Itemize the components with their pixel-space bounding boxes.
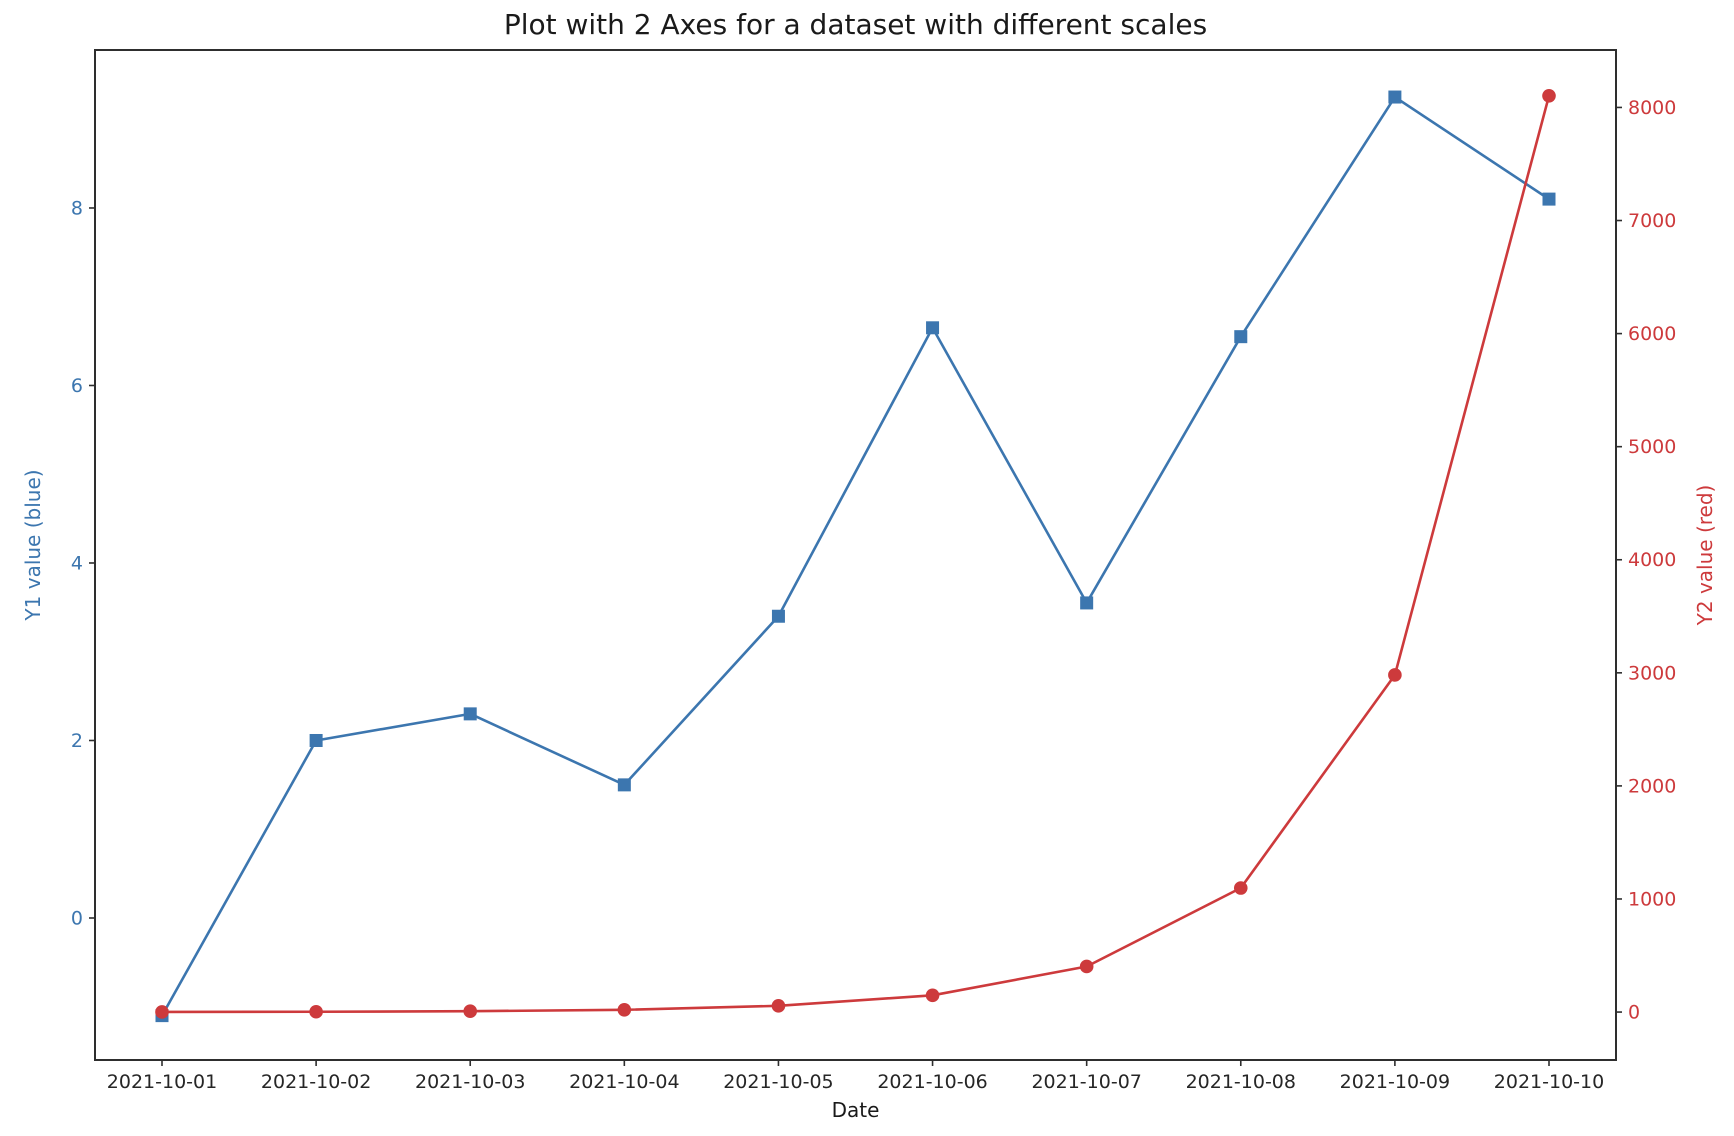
x-tick-label: 2021-10-04 — [569, 1071, 679, 1093]
y2-tick-label: 6000 — [1628, 323, 1676, 345]
y2-tick-label: 0 — [1628, 1002, 1640, 1024]
y1-tick-label: 6 — [71, 375, 83, 397]
y2-series-marker — [463, 1004, 478, 1019]
x-tick-label: 2021-10-01 — [107, 1071, 217, 1093]
y1-series-marker — [1234, 330, 1248, 344]
y1-series-marker — [771, 609, 785, 623]
figure-title: Plot with 2 Axes for a dataset with diff… — [503, 8, 1208, 41]
y2-tick-label: 4000 — [1628, 549, 1676, 571]
x-tick-label: 2021-10-05 — [723, 1071, 833, 1093]
y1-series-marker — [1388, 90, 1402, 104]
y2-series-marker — [771, 999, 786, 1013]
plot-border — [94, 49, 1617, 1061]
y1-series-marker — [617, 778, 631, 792]
y1-series-marker — [309, 733, 323, 747]
y2-series-marker — [925, 988, 940, 1003]
y2-series-marker — [617, 1002, 632, 1017]
x-tick-label: 2021-10-09 — [1340, 1071, 1450, 1093]
x-tick-label: 2021-10-08 — [1186, 1071, 1296, 1093]
y2-tick-label: 3000 — [1628, 662, 1676, 684]
y2-series-marker — [1388, 668, 1402, 682]
y2-series-marker — [1542, 88, 1556, 103]
y2-tick-label: 2000 — [1628, 775, 1676, 797]
y2-series-marker — [309, 1004, 323, 1019]
x-tick-label: 2021-10-03 — [415, 1071, 525, 1093]
y1-series-marker — [926, 321, 940, 335]
y2-series-marker — [1233, 881, 1248, 895]
y2-tick-label: 5000 — [1628, 436, 1676, 458]
y2-axis-label: Y2 value (red) — [1693, 484, 1717, 626]
y2-tick-label: 7000 — [1628, 210, 1676, 232]
x-tick-label: 2021-10-10 — [1494, 1071, 1604, 1093]
y1-tick-label: 8 — [71, 197, 83, 219]
y1-axis-label: Y1 value (blue) — [21, 469, 45, 621]
x-tick-label: 2021-10-07 — [1031, 1071, 1141, 1093]
x-axis-label: Date — [831, 1098, 880, 1122]
x-tick-label: 2021-10-06 — [877, 1071, 987, 1093]
y2-tick-label: 8000 — [1628, 97, 1676, 119]
x-tick-label: 2021-10-02 — [261, 1071, 371, 1093]
y2-tick-label: 1000 — [1628, 888, 1676, 910]
y1-series-marker — [1542, 192, 1556, 206]
y1-tick-label: 0 — [71, 907, 83, 929]
y1-series-line — [160, 95, 1551, 1017]
y2-series-marker — [1079, 959, 1094, 974]
y2-series-line — [160, 94, 1551, 1014]
y2-series-marker — [155, 1005, 169, 1019]
y1-tick-label: 4 — [71, 552, 83, 574]
y1-series-marker — [463, 707, 477, 721]
y1-series-marker — [1080, 596, 1094, 610]
y1-tick-label: 2 — [71, 730, 83, 752]
